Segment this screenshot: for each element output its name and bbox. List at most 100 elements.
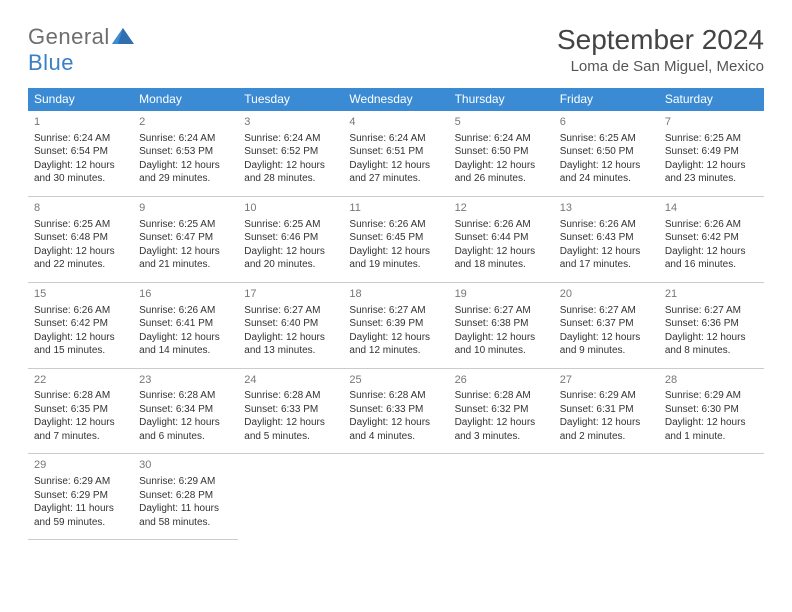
sunrise-text: Sunrise: 6:27 AM — [455, 304, 548, 318]
dayheader-tue: Tuesday — [238, 88, 343, 111]
day-number: 5 — [455, 115, 548, 130]
calendar-day-cell: 28Sunrise: 6:29 AMSunset: 6:30 PMDayligh… — [659, 368, 764, 454]
daylight-text: Daylight: 12 hours and 17 minutes. — [560, 245, 653, 272]
day-number: 30 — [139, 458, 232, 473]
calendar-day-cell: 29Sunrise: 6:29 AMSunset: 6:29 PMDayligh… — [28, 454, 133, 540]
sunrise-text: Sunrise: 6:28 AM — [34, 389, 127, 403]
sunrise-text: Sunrise: 6:26 AM — [455, 218, 548, 232]
sunrise-text: Sunrise: 6:26 AM — [34, 304, 127, 318]
calendar-day-cell: 2Sunrise: 6:24 AMSunset: 6:53 PMDaylight… — [133, 111, 238, 197]
daylight-text: Daylight: 12 hours and 3 minutes. — [455, 416, 548, 443]
sunrise-text: Sunrise: 6:25 AM — [560, 132, 653, 146]
sunset-text: Sunset: 6:52 PM — [244, 145, 337, 159]
day-number: 19 — [455, 287, 548, 302]
day-number: 8 — [34, 201, 127, 216]
sunset-text: Sunset: 6:53 PM — [139, 145, 232, 159]
day-number: 14 — [665, 201, 758, 216]
sunset-text: Sunset: 6:39 PM — [349, 317, 442, 331]
sunset-text: Sunset: 6:44 PM — [455, 231, 548, 245]
day-number: 6 — [560, 115, 653, 130]
calendar-week-row: 1Sunrise: 6:24 AMSunset: 6:54 PMDaylight… — [28, 111, 764, 197]
sunrise-text: Sunrise: 6:27 AM — [560, 304, 653, 318]
calendar-day-cell: 6Sunrise: 6:25 AMSunset: 6:50 PMDaylight… — [554, 111, 659, 197]
sunset-text: Sunset: 6:49 PM — [665, 145, 758, 159]
dayheader-thu: Thursday — [449, 88, 554, 111]
sunset-text: Sunset: 6:54 PM — [34, 145, 127, 159]
day-number: 24 — [244, 373, 337, 388]
daylight-text: Daylight: 12 hours and 8 minutes. — [665, 331, 758, 358]
day-number: 18 — [349, 287, 442, 302]
sunrise-text: Sunrise: 6:28 AM — [349, 389, 442, 403]
daylight-text: Daylight: 11 hours and 59 minutes. — [34, 502, 127, 529]
day-number: 3 — [244, 115, 337, 130]
calendar-tbody: 1Sunrise: 6:24 AMSunset: 6:54 PMDaylight… — [28, 111, 764, 540]
calendar-day-cell: 15Sunrise: 6:26 AMSunset: 6:42 PMDayligh… — [28, 282, 133, 368]
sunrise-text: Sunrise: 6:25 AM — [244, 218, 337, 232]
calendar-day-cell: 16Sunrise: 6:26 AMSunset: 6:41 PMDayligh… — [133, 282, 238, 368]
calendar-day-cell: 8Sunrise: 6:25 AMSunset: 6:48 PMDaylight… — [28, 196, 133, 282]
sunset-text: Sunset: 6:43 PM — [560, 231, 653, 245]
calendar-day-cell: 9Sunrise: 6:25 AMSunset: 6:47 PMDaylight… — [133, 196, 238, 282]
dayheader-sat: Saturday — [659, 88, 764, 111]
daylight-text: Daylight: 12 hours and 26 minutes. — [455, 159, 548, 186]
daylight-text: Daylight: 12 hours and 29 minutes. — [139, 159, 232, 186]
sunset-text: Sunset: 6:31 PM — [560, 403, 653, 417]
location: Loma de San Miguel, Mexico — [557, 58, 764, 75]
calendar-day-cell: 23Sunrise: 6:28 AMSunset: 6:34 PMDayligh… — [133, 368, 238, 454]
calendar-day-cell — [659, 454, 764, 540]
daylight-text: Daylight: 12 hours and 19 minutes. — [349, 245, 442, 272]
sunset-text: Sunset: 6:37 PM — [560, 317, 653, 331]
daylight-text: Daylight: 12 hours and 9 minutes. — [560, 331, 653, 358]
daylight-text: Daylight: 12 hours and 7 minutes. — [34, 416, 127, 443]
sunset-text: Sunset: 6:33 PM — [349, 403, 442, 417]
calendar-day-cell: 19Sunrise: 6:27 AMSunset: 6:38 PMDayligh… — [449, 282, 554, 368]
calendar-day-cell: 4Sunrise: 6:24 AMSunset: 6:51 PMDaylight… — [343, 111, 448, 197]
sunset-text: Sunset: 6:36 PM — [665, 317, 758, 331]
day-number: 11 — [349, 201, 442, 216]
calendar-day-cell: 14Sunrise: 6:26 AMSunset: 6:42 PMDayligh… — [659, 196, 764, 282]
sunrise-text: Sunrise: 6:25 AM — [139, 218, 232, 232]
sunset-text: Sunset: 6:35 PM — [34, 403, 127, 417]
day-number: 12 — [455, 201, 548, 216]
sunset-text: Sunset: 6:33 PM — [244, 403, 337, 417]
daylight-text: Daylight: 12 hours and 22 minutes. — [34, 245, 127, 272]
sunset-text: Sunset: 6:32 PM — [455, 403, 548, 417]
sunset-text: Sunset: 6:47 PM — [139, 231, 232, 245]
daylight-text: Daylight: 12 hours and 30 minutes. — [34, 159, 127, 186]
calendar-week-row: 8Sunrise: 6:25 AMSunset: 6:48 PMDaylight… — [28, 196, 764, 282]
calendar-table: Sunday Monday Tuesday Wednesday Thursday… — [28, 88, 764, 540]
day-number: 4 — [349, 115, 442, 130]
calendar-day-cell: 10Sunrise: 6:25 AMSunset: 6:46 PMDayligh… — [238, 196, 343, 282]
day-number: 1 — [34, 115, 127, 130]
sunset-text: Sunset: 6:46 PM — [244, 231, 337, 245]
sunrise-text: Sunrise: 6:29 AM — [139, 475, 232, 489]
sunset-text: Sunset: 6:29 PM — [34, 489, 127, 503]
day-number: 21 — [665, 287, 758, 302]
sunrise-text: Sunrise: 6:27 AM — [665, 304, 758, 318]
calendar-thead: Sunday Monday Tuesday Wednesday Thursday… — [28, 88, 764, 111]
calendar-week-row: 15Sunrise: 6:26 AMSunset: 6:42 PMDayligh… — [28, 282, 764, 368]
sunset-text: Sunset: 6:42 PM — [34, 317, 127, 331]
sunrise-text: Sunrise: 6:28 AM — [139, 389, 232, 403]
sunset-text: Sunset: 6:50 PM — [455, 145, 548, 159]
calendar-week-row: 22Sunrise: 6:28 AMSunset: 6:35 PMDayligh… — [28, 368, 764, 454]
sunrise-text: Sunrise: 6:24 AM — [34, 132, 127, 146]
daylight-text: Daylight: 12 hours and 23 minutes. — [665, 159, 758, 186]
sunrise-text: Sunrise: 6:29 AM — [560, 389, 653, 403]
daylight-text: Daylight: 12 hours and 12 minutes. — [349, 331, 442, 358]
day-number: 27 — [560, 373, 653, 388]
daylight-text: Daylight: 12 hours and 2 minutes. — [560, 416, 653, 443]
daylight-text: Daylight: 12 hours and 10 minutes. — [455, 331, 548, 358]
daylight-text: Daylight: 12 hours and 1 minute. — [665, 416, 758, 443]
dayheader-mon: Monday — [133, 88, 238, 111]
sunrise-text: Sunrise: 6:24 AM — [455, 132, 548, 146]
calendar-day-cell: 22Sunrise: 6:28 AMSunset: 6:35 PMDayligh… — [28, 368, 133, 454]
logo-mark-icon — [112, 24, 134, 40]
sunrise-text: Sunrise: 6:26 AM — [139, 304, 232, 318]
sunrise-text: Sunrise: 6:28 AM — [244, 389, 337, 403]
calendar-day-cell: 3Sunrise: 6:24 AMSunset: 6:52 PMDaylight… — [238, 111, 343, 197]
calendar-day-cell: 11Sunrise: 6:26 AMSunset: 6:45 PMDayligh… — [343, 196, 448, 282]
day-number: 10 — [244, 201, 337, 216]
calendar-day-cell: 1 Sunrise: 6:24 AMSunset: 6:54 PMDaylight… — [28, 111, 133, 197]
sunrise-text: Sunrise: 6:24 AM — [139, 132, 232, 146]
